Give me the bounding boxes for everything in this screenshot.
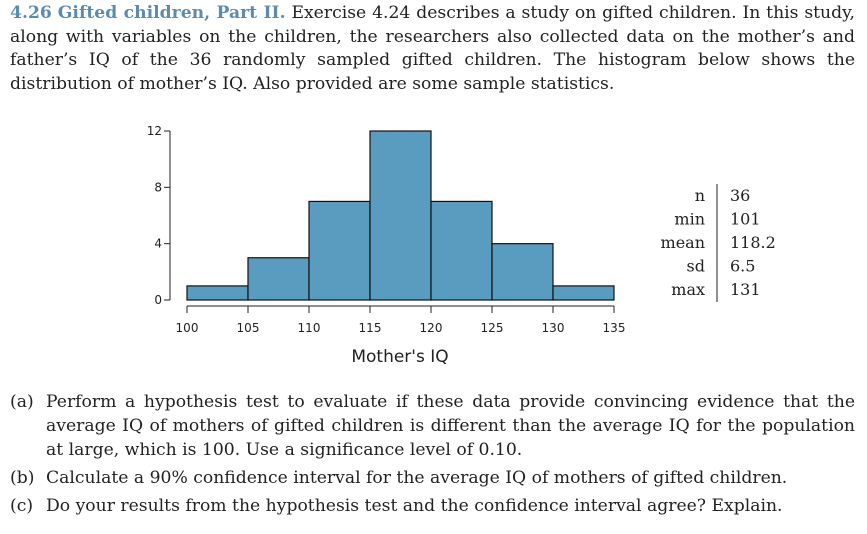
y-tick-label: 8 [154, 180, 162, 194]
part-b-text: Calculate a 90% confidence interval for … [46, 468, 788, 488]
x-tick-label: 110 [298, 321, 321, 335]
exercise-reference: 4.24 [372, 3, 411, 23]
part-a-label: (a) [10, 392, 34, 412]
stat-value: 36 [730, 186, 750, 205]
problem-number: 4.26 [10, 3, 52, 23]
stat-label: min [674, 210, 705, 229]
x-tick-label: 130 [542, 321, 565, 335]
question-parts: (a) Perform a hypothesis test to evaluat… [10, 390, 855, 522]
stat-label: n [695, 186, 705, 205]
stat-value: 131 [730, 280, 761, 299]
y-tick-label: 12 [147, 124, 162, 138]
intro-text-2: describes a study on gifted children. In… [10, 3, 856, 94]
histogram-bars [186, 130, 615, 301]
x-axis-label: Mother's IQ [351, 347, 448, 367]
part-a-text: Perform a hypothesis test to evaluate if… [46, 392, 855, 460]
histogram-bar [247, 257, 310, 301]
x-axis: 100 105 110 115 120 125 130 135 [176, 305, 626, 335]
problem-title: Gifted children, Part II. [57, 3, 286, 23]
histogram-bar [308, 200, 371, 301]
y-tick-label: 0 [154, 293, 162, 307]
stat-label: sd [687, 257, 705, 276]
stat-value: 101 [730, 210, 761, 229]
stat-label: max [671, 280, 705, 299]
part-b-label: (b) [10, 468, 35, 488]
x-tick-label: 115 [359, 321, 382, 335]
x-tick-label: 105 [237, 321, 260, 335]
x-tick-label: 120 [420, 321, 443, 335]
y-tick-label: 4 [154, 237, 162, 251]
histogram-bar [552, 285, 615, 301]
part-b: (b) Calculate a 90% confidence interval … [10, 466, 855, 490]
histogram-bar [369, 130, 432, 301]
part-c-text: Do your results from the hypothesis test… [46, 496, 783, 516]
intro-text-1: Exercise [291, 3, 367, 23]
x-tick-label: 125 [481, 321, 504, 335]
part-a: (a) Perform a hypothesis test to evaluat… [10, 390, 855, 462]
part-c-label: (c) [10, 496, 34, 516]
problem-intro: 4.26 Gifted children, Part II. Exercise … [10, 2, 855, 96]
summary-statistics-table: n 36 min 101 mean 118.2 sd 6.5 max 131 [661, 184, 776, 302]
part-c: (c) Do your results from the hypothesis … [10, 494, 855, 518]
stat-label: mean [661, 233, 705, 252]
y-axis: 0 4 8 12 [147, 124, 171, 307]
histogram-bar [491, 243, 554, 301]
histogram-bar [186, 285, 249, 301]
histogram-bar [430, 200, 493, 301]
stat-value: 6.5 [730, 257, 755, 276]
x-tick-label: 100 [176, 321, 199, 335]
x-tick-label: 135 [603, 321, 626, 335]
histogram-chart: 100 105 110 115 120 125 130 135 0 4 8 12 Mother's … [147, 124, 776, 367]
stat-value: 118.2 [730, 233, 776, 252]
